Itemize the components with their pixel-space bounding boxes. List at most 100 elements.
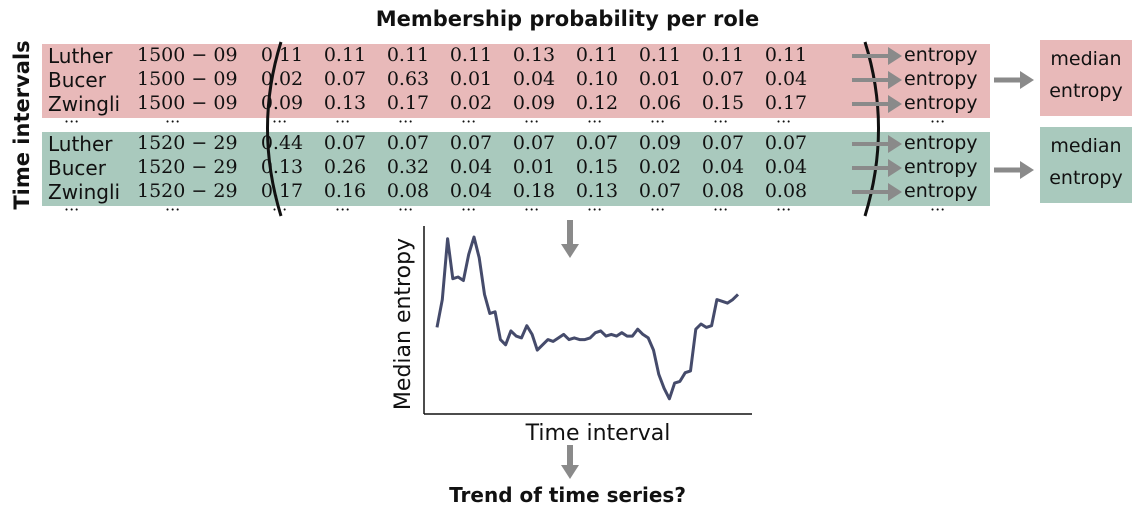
ellipsis: ··· (165, 112, 181, 131)
ellipsis: ··· (335, 200, 351, 219)
probability-value: 0.26 (323, 156, 367, 178)
entropy-arrow (852, 47, 902, 65)
entropy-label: entropy (904, 132, 978, 154)
probability-value: 0.32 (386, 156, 430, 178)
role-name: Zwingli (48, 92, 121, 116)
probability-value: 0.07 (323, 132, 367, 154)
ellipsis: ··· (461, 112, 477, 131)
probability-value: 0.13 (512, 44, 556, 66)
time-period: 1520 − 29 (137, 180, 238, 202)
probability-value: 0.63 (386, 68, 430, 90)
probability-value: 0.07 (701, 68, 745, 90)
role-name: Bucer (48, 156, 106, 180)
entropy-label: entropy (904, 92, 978, 114)
probability-value: 0.17 (260, 180, 304, 202)
probability-value: 0.08 (701, 180, 745, 202)
entropy-arrow (852, 95, 902, 113)
entropy-label: entropy (904, 180, 978, 202)
probability-value: 0.15 (575, 156, 619, 178)
probability-value: 0.10 (575, 68, 619, 90)
probability-value: 0.11 (701, 44, 745, 66)
entropy-arrow (852, 135, 902, 153)
entropy-label: entropy (904, 68, 978, 90)
probability-value: 0.07 (701, 132, 745, 154)
probability-value: 0.04 (701, 156, 745, 178)
probability-value: 0.13 (323, 92, 367, 114)
entropy-label: entropy (904, 156, 978, 178)
ellipsis: ··· (930, 200, 946, 219)
ellipsis: ··· (930, 112, 946, 131)
ellipsis: ··· (64, 112, 80, 131)
probability-value: 0.11 (575, 44, 619, 66)
ellipsis: ··· (524, 200, 540, 219)
probability-value: 0.09 (512, 92, 556, 114)
ellipsis: ··· (335, 112, 351, 131)
probability-value: 0.07 (512, 132, 556, 154)
probability-value: 0.18 (512, 180, 556, 202)
probability-value: 0.04 (449, 180, 493, 202)
probability-value: 0.08 (764, 180, 808, 202)
group-band-1500 (42, 44, 990, 118)
probability-value: 0.07 (386, 132, 430, 154)
probability-value: 0.04 (764, 156, 808, 178)
role-name: Luther (48, 44, 113, 68)
probability-value: 0.02 (449, 92, 493, 114)
ellipsis: ··· (713, 112, 729, 131)
ellipsis: ··· (64, 200, 80, 219)
median-box-line-2: entropy (1049, 80, 1123, 102)
probability-value: 0.11 (386, 44, 430, 66)
median-arrow (994, 161, 1034, 179)
entropy-arrow (852, 71, 902, 89)
time-period: 1520 − 29 (137, 132, 238, 154)
time-period: 1500 − 09 (137, 44, 238, 66)
down-arrow-to-question (561, 445, 579, 479)
probability-value: 0.07 (764, 132, 808, 154)
ellipsis: ··· (650, 112, 666, 131)
median-box-line-1: median (1050, 135, 1122, 157)
probability-value: 0.01 (449, 68, 493, 90)
ellipsis: ··· (165, 200, 181, 219)
ellipsis: ··· (461, 200, 477, 219)
ellipsis: ··· (524, 112, 540, 131)
probability-value: 0.02 (638, 156, 682, 178)
median-box-line-2: entropy (1049, 167, 1123, 189)
ellipsis: ··· (650, 200, 666, 219)
median-box-line-1: median (1050, 48, 1122, 70)
probability-value: 0.11 (260, 44, 304, 66)
probability-value: 0.16 (323, 180, 367, 202)
probability-value: 0.07 (575, 132, 619, 154)
probability-value: 0.11 (449, 44, 493, 66)
ellipsis: ··· (398, 112, 414, 131)
probability-value: 0.11 (323, 44, 367, 66)
role-name: Luther (48, 132, 113, 156)
diagram-title: Membership probability per role (375, 7, 760, 31)
probability-value: 0.17 (764, 92, 808, 114)
ellipsis: ··· (587, 112, 603, 131)
time-period: 1520 − 29 (137, 156, 238, 178)
median-entropy-box-1520: median entropy (1040, 127, 1132, 203)
probability-value: 0.01 (638, 68, 682, 90)
group-band-1520 (42, 132, 990, 206)
probability-value: 0.11 (638, 44, 682, 66)
entropy-label: entropy (904, 44, 978, 66)
chart-y-label: Median entropy (391, 238, 416, 410)
probability-value: 0.04 (449, 156, 493, 178)
ellipsis: ··· (398, 200, 414, 219)
median-entropy-box-1500: median entropy (1040, 40, 1132, 116)
probability-value: 0.44 (260, 132, 304, 154)
ellipsis: ··· (272, 112, 288, 131)
probability-value: 0.07 (323, 68, 367, 90)
role-name: Bucer (48, 68, 106, 92)
probability-value: 0.08 (386, 180, 430, 202)
entropy-arrow (852, 159, 902, 177)
ellipsis: ··· (776, 112, 792, 131)
probability-value: 0.06 (638, 92, 682, 114)
ellipsis: ··· (713, 200, 729, 219)
probability-value: 0.07 (638, 180, 682, 202)
probability-value: 0.09 (638, 132, 682, 154)
right-matrix-bracket (863, 41, 880, 217)
probability-value: 0.01 (512, 156, 556, 178)
role-name: Zwingli (48, 180, 121, 204)
